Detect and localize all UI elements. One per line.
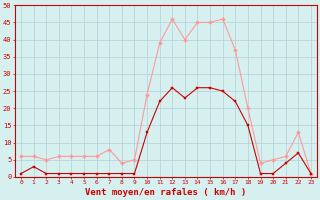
- X-axis label: Vent moyen/en rafales ( km/h ): Vent moyen/en rafales ( km/h ): [85, 188, 247, 197]
